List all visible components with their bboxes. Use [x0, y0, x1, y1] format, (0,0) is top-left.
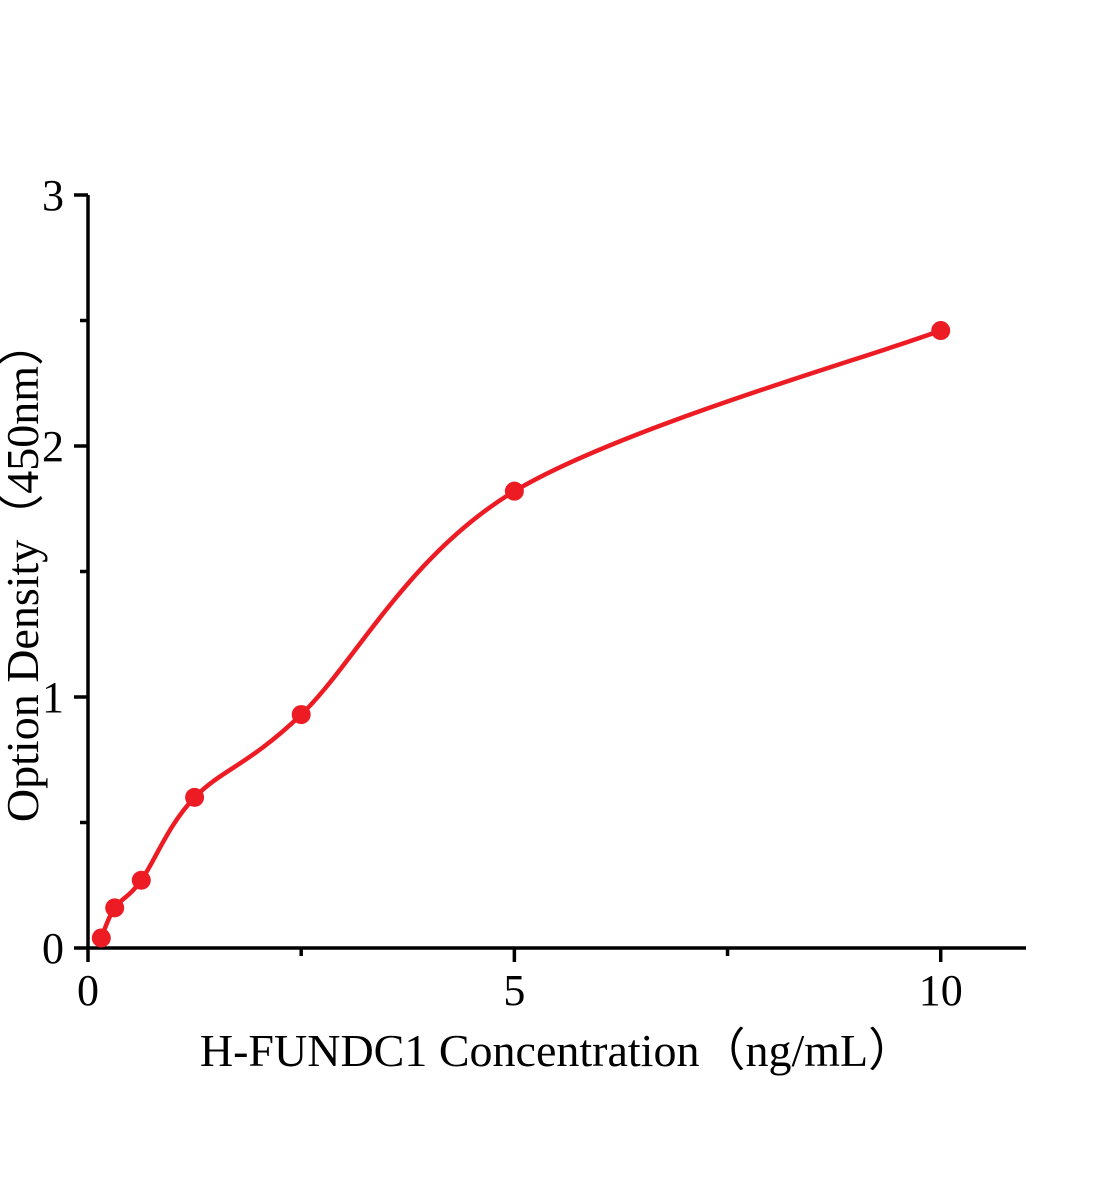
data-point: [931, 321, 951, 341]
x-tick-label: 5: [503, 966, 525, 1015]
x-tick-label: 10: [919, 966, 963, 1015]
data-point: [91, 928, 111, 948]
axis-spines: [86, 195, 1026, 950]
y-axis-title: Option Density（450nm）: [0, 320, 48, 822]
x-tick-label: 0: [77, 966, 99, 1015]
y-tick-label: 3: [42, 171, 64, 220]
plot-area: 0 5 10 0 1 2 3: [42, 171, 1026, 1015]
x-axis-title: H-FUNDC1 Concentration（ng/mL）: [200, 1025, 914, 1076]
data-point: [185, 787, 205, 807]
data-point: [291, 705, 311, 725]
data-point: [105, 898, 125, 918]
y-tick-label: 1: [42, 673, 64, 722]
y-tick-label: 2: [42, 422, 64, 471]
data-point: [504, 481, 524, 501]
data-point: [131, 870, 151, 890]
fit-curve: [99, 328, 943, 941]
y-tick-label: 0: [42, 924, 64, 973]
